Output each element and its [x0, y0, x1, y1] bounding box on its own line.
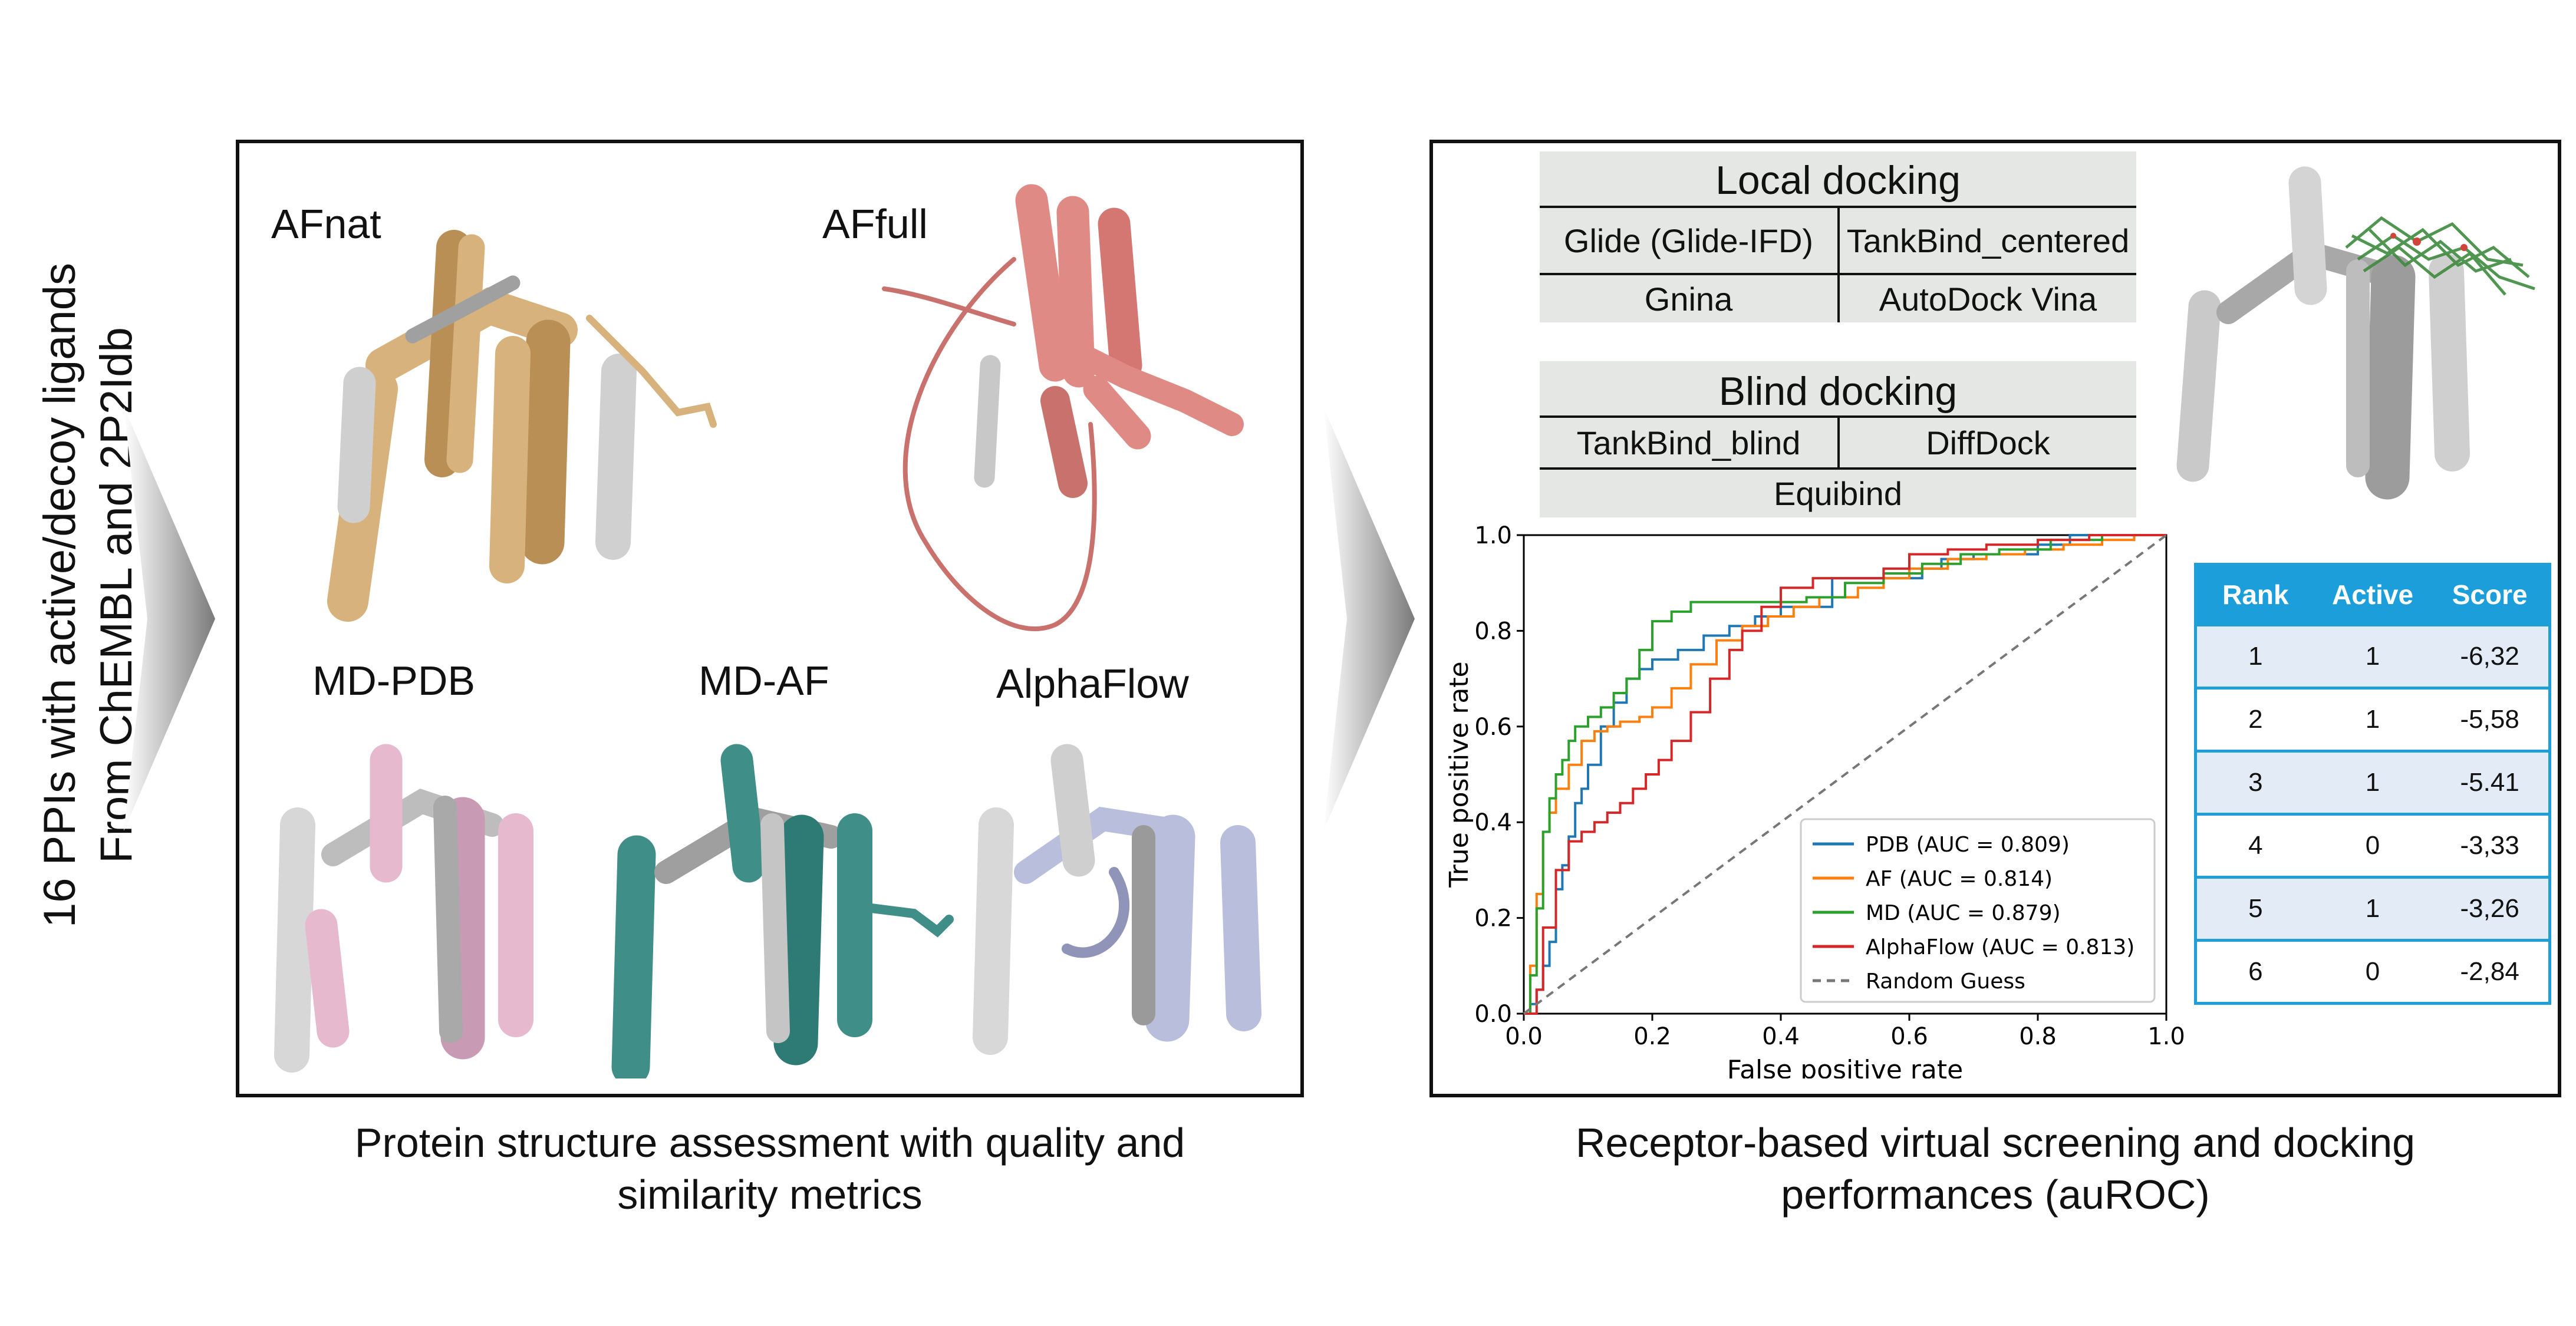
local-docking-table: Local docking Glide (Glide-IFD) TankBind… — [1540, 151, 2136, 322]
tool-gnina: Gnina — [1644, 280, 1733, 318]
cell-active: 1 — [2365, 768, 2380, 797]
x-axis-label: False positive rate — [1727, 1055, 1963, 1078]
local-docking-title: Local docking — [1715, 158, 1961, 203]
rank-table: Rank Active Score 1 1 -6,32 2 1 -5,58 3 … — [2194, 563, 2551, 1005]
cell-score: -5.41 — [2460, 768, 2519, 797]
md-pdb-structure-image — [274, 744, 533, 1073]
header-active: Active — [2331, 579, 2414, 610]
label-afnat: AFnat — [271, 201, 381, 247]
y-tick-label: 0.4 — [1474, 809, 1512, 836]
rank-table-header: Rank Active Score — [2197, 566, 2548, 624]
y-tick-label: 0.8 — [1474, 618, 1512, 645]
table-row: 6 0 -2,84 — [2197, 939, 2548, 1002]
legend-entry: AlphaFlow (AUC = 0.813) — [1866, 935, 2134, 959]
y-tick-label: 0.0 — [1474, 1001, 1512, 1028]
y-tick-label: 0.6 — [1474, 714, 1512, 741]
cell-score: -3,33 — [2460, 831, 2519, 860]
y-tick-label: 1.0 — [1474, 522, 1512, 549]
series-line — [1524, 534, 2166, 1015]
legend-entry: Random Guess — [1866, 969, 2025, 994]
tool-glide: Glide (Glide-IFD) — [1563, 222, 1814, 259]
cell-active: 1 — [2365, 705, 2380, 734]
legend-entry: AF (AUC = 0.814) — [1866, 867, 2053, 891]
series-line — [1524, 534, 2166, 1015]
cell-active: 0 — [2365, 957, 2380, 986]
tool-autodock-vina: AutoDock Vina — [1879, 280, 2097, 318]
legend-entry: MD (AUC = 0.879) — [1866, 901, 2061, 925]
docked-ligand-structure-image — [2176, 166, 2535, 500]
label-md-pdb: MD-PDB — [312, 658, 476, 704]
legend-box — [1800, 818, 2156, 1003]
cell-score: -6,32 — [2460, 642, 2519, 671]
table-row: 2 1 -5,58 — [2197, 687, 2548, 750]
flow-arrow-icon — [1323, 407, 1415, 831]
label-affull: AFfull — [822, 201, 928, 247]
cell-active: 0 — [2365, 831, 2380, 860]
md-af-structure-image — [611, 744, 954, 1078]
x-tick-label: 0.6 — [1890, 1023, 1928, 1050]
tool-diffdock: DiffDock — [1926, 424, 2050, 461]
series-line — [1524, 534, 2166, 1015]
label-md-af: MD-AF — [699, 658, 829, 704]
tool-tankbind-centered: TankBind_centered — [1846, 222, 2130, 259]
cell-score: -3,26 — [2460, 894, 2519, 923]
dataset-label-line1: 16 PPIs with active/decoy ligands — [35, 263, 85, 928]
cell-rank: 3 — [2248, 768, 2263, 797]
cell-rank: 5 — [2248, 894, 2263, 923]
cell-score: -2,84 — [2460, 957, 2519, 986]
tool-equibind: Equibind — [1774, 475, 1902, 512]
right-caption-line2: performances (auROC) — [1781, 1172, 2210, 1218]
table-row: 1 1 -6,32 — [2197, 624, 2548, 687]
affull-structure-image — [882, 184, 1244, 631]
table-row: 3 1 -5.41 — [2197, 750, 2548, 813]
header-score: Score — [2452, 579, 2528, 610]
alphaflow-structure-image — [973, 744, 1261, 1055]
series-line — [1523, 534, 2167, 1015]
header-rank: Rank — [2222, 579, 2289, 610]
left-caption: Protein structure assessment with qualit… — [236, 1117, 1304, 1221]
x-tick-label: 0.0 — [1505, 1023, 1543, 1050]
cell-score: -5,58 — [2460, 705, 2519, 734]
cell-rank: 1 — [2248, 642, 2263, 671]
cell-rank: 6 — [2248, 957, 2263, 986]
blind-docking-table: Blind docking TankBind_blind DiffDock Eq… — [1540, 361, 2136, 517]
cell-rank: 2 — [2248, 705, 2263, 734]
cell-active: 1 — [2365, 642, 2380, 671]
right-caption-line1: Receptor-based virtual screening and doc… — [1575, 1120, 2416, 1166]
cell-active: 1 — [2365, 894, 2380, 923]
x-tick-label: 0.8 — [2019, 1023, 2057, 1050]
left-caption-line1: Protein structure assessment with qualit… — [354, 1120, 1185, 1166]
right-caption: Receptor-based virtual screening and doc… — [1429, 1117, 2561, 1221]
label-alphaflow: AlphaFlow — [996, 661, 1189, 707]
x-tick-label: 1.0 — [2147, 1023, 2185, 1050]
blind-docking-title: Blind docking — [1718, 369, 1958, 414]
x-tick-label: 0.4 — [1762, 1023, 1800, 1050]
x-tick-label: 0.2 — [1633, 1023, 1671, 1050]
table-row: 5 1 -3,26 — [2197, 876, 2548, 939]
y-axis-label: True positive rate — [1444, 661, 1474, 888]
cell-rank: 4 — [2248, 831, 2263, 860]
legend-entry: PDB (AUC = 0.809) — [1866, 833, 2070, 857]
table-row: 4 0 -3,33 — [2197, 813, 2548, 876]
y-tick-label: 0.2 — [1474, 905, 1512, 932]
left-caption-line2: similarity metrics — [617, 1172, 923, 1218]
roc-chart: 0.0 0.2 0.4 0.6 0.8 1.0 0.0 0.2 0.4 0.6 0.8 1.0 Fals… — [1444, 522, 2185, 1078]
afnat-structure-image — [327, 230, 717, 622]
flow-arrow-icon — [124, 407, 215, 831]
tool-tankbind-blind: TankBind_blind — [1576, 424, 1801, 461]
